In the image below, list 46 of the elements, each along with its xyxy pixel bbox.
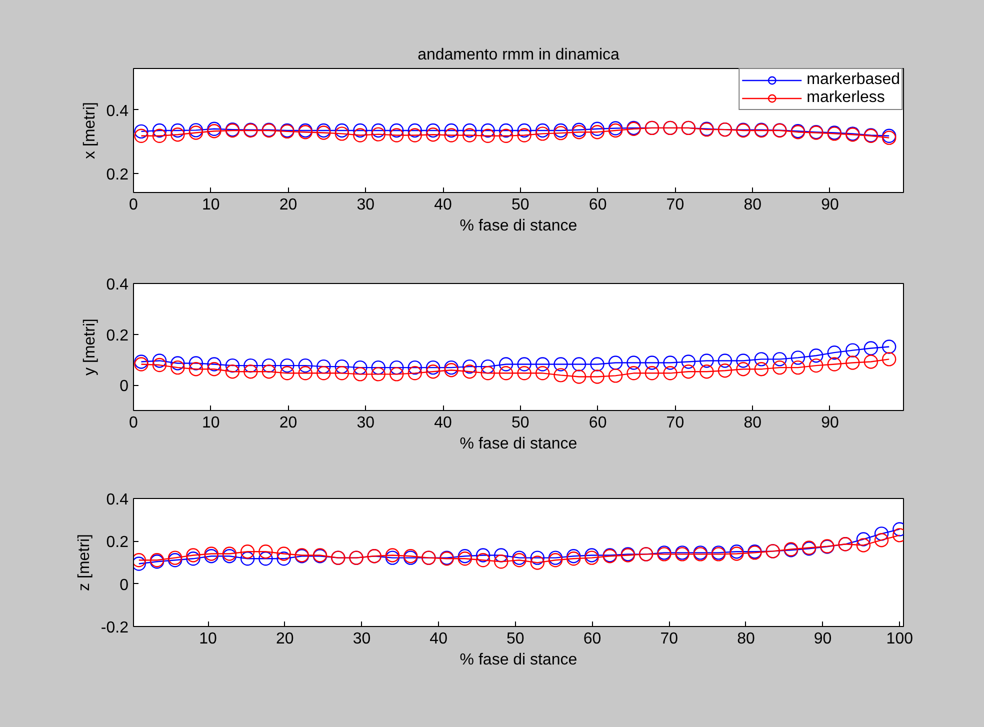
x-tick-label: 60 [583,630,602,648]
legend-label: markerless [806,89,885,107]
x-tick-label: 30 [356,196,375,214]
y-tick-label: 0 [120,378,129,396]
x-tick-label: 10 [199,630,218,648]
x-tick-label: 60 [588,196,607,214]
x-tick-label: 40 [430,630,448,648]
x-tick-label: 60 [588,414,607,432]
y-tick-label: 0.4 [106,492,129,508]
x-tick-label: 80 [744,414,762,432]
x-tick-label: 100 [886,630,914,648]
y-tick-label: 0 [120,576,129,594]
y-tick-label: 0.4 [106,276,129,294]
x-tick-label: 90 [821,414,839,432]
x-tick-label: 90 [814,630,832,648]
x-axis-title: % fase di stance [460,436,578,452]
x-axis-title: % fase di stance [460,652,578,668]
x-tick-label: 70 [666,414,684,432]
y-tick-label: 0.4 [106,102,129,120]
x-tick-label: 30 [352,630,371,648]
x-tick-label: 40 [434,414,452,432]
x-tick-label: 70 [666,196,684,214]
x-tick-label: 10 [202,196,220,214]
y-axis-title: x [metri] [81,102,98,159]
x-tick-label: 20 [279,414,298,432]
x-tick-label: 50 [506,630,524,648]
x-tick-label: 40 [434,196,452,214]
x-tick-label: 70 [660,630,678,648]
x-tick-label: 80 [744,196,762,214]
x-tick-label: 90 [821,196,839,214]
y-axis-title: z [metri] [76,534,93,591]
y-tick-label: 0.2 [106,166,129,184]
x-axis-title: % fase di stance [460,218,578,234]
x-tick-label: 80 [737,630,755,648]
x-tick-label: 30 [356,414,375,432]
legend-label: markerbased [806,71,900,89]
x-tick-label: 10 [202,414,220,432]
y-tick-label: 0.2 [106,534,129,552]
y-tick-label: -0.2 [100,620,129,636]
y-axis-title: y [metri] [81,318,98,376]
x-tick-label: 20 [279,196,298,214]
chart-title: andamento rmm in dinamica [418,46,620,64]
x-tick-label: 50 [512,196,530,214]
y-tick-label: 0.2 [106,327,129,344]
x-tick-label: 50 [512,414,530,432]
x-tick-label: 20 [276,630,294,648]
